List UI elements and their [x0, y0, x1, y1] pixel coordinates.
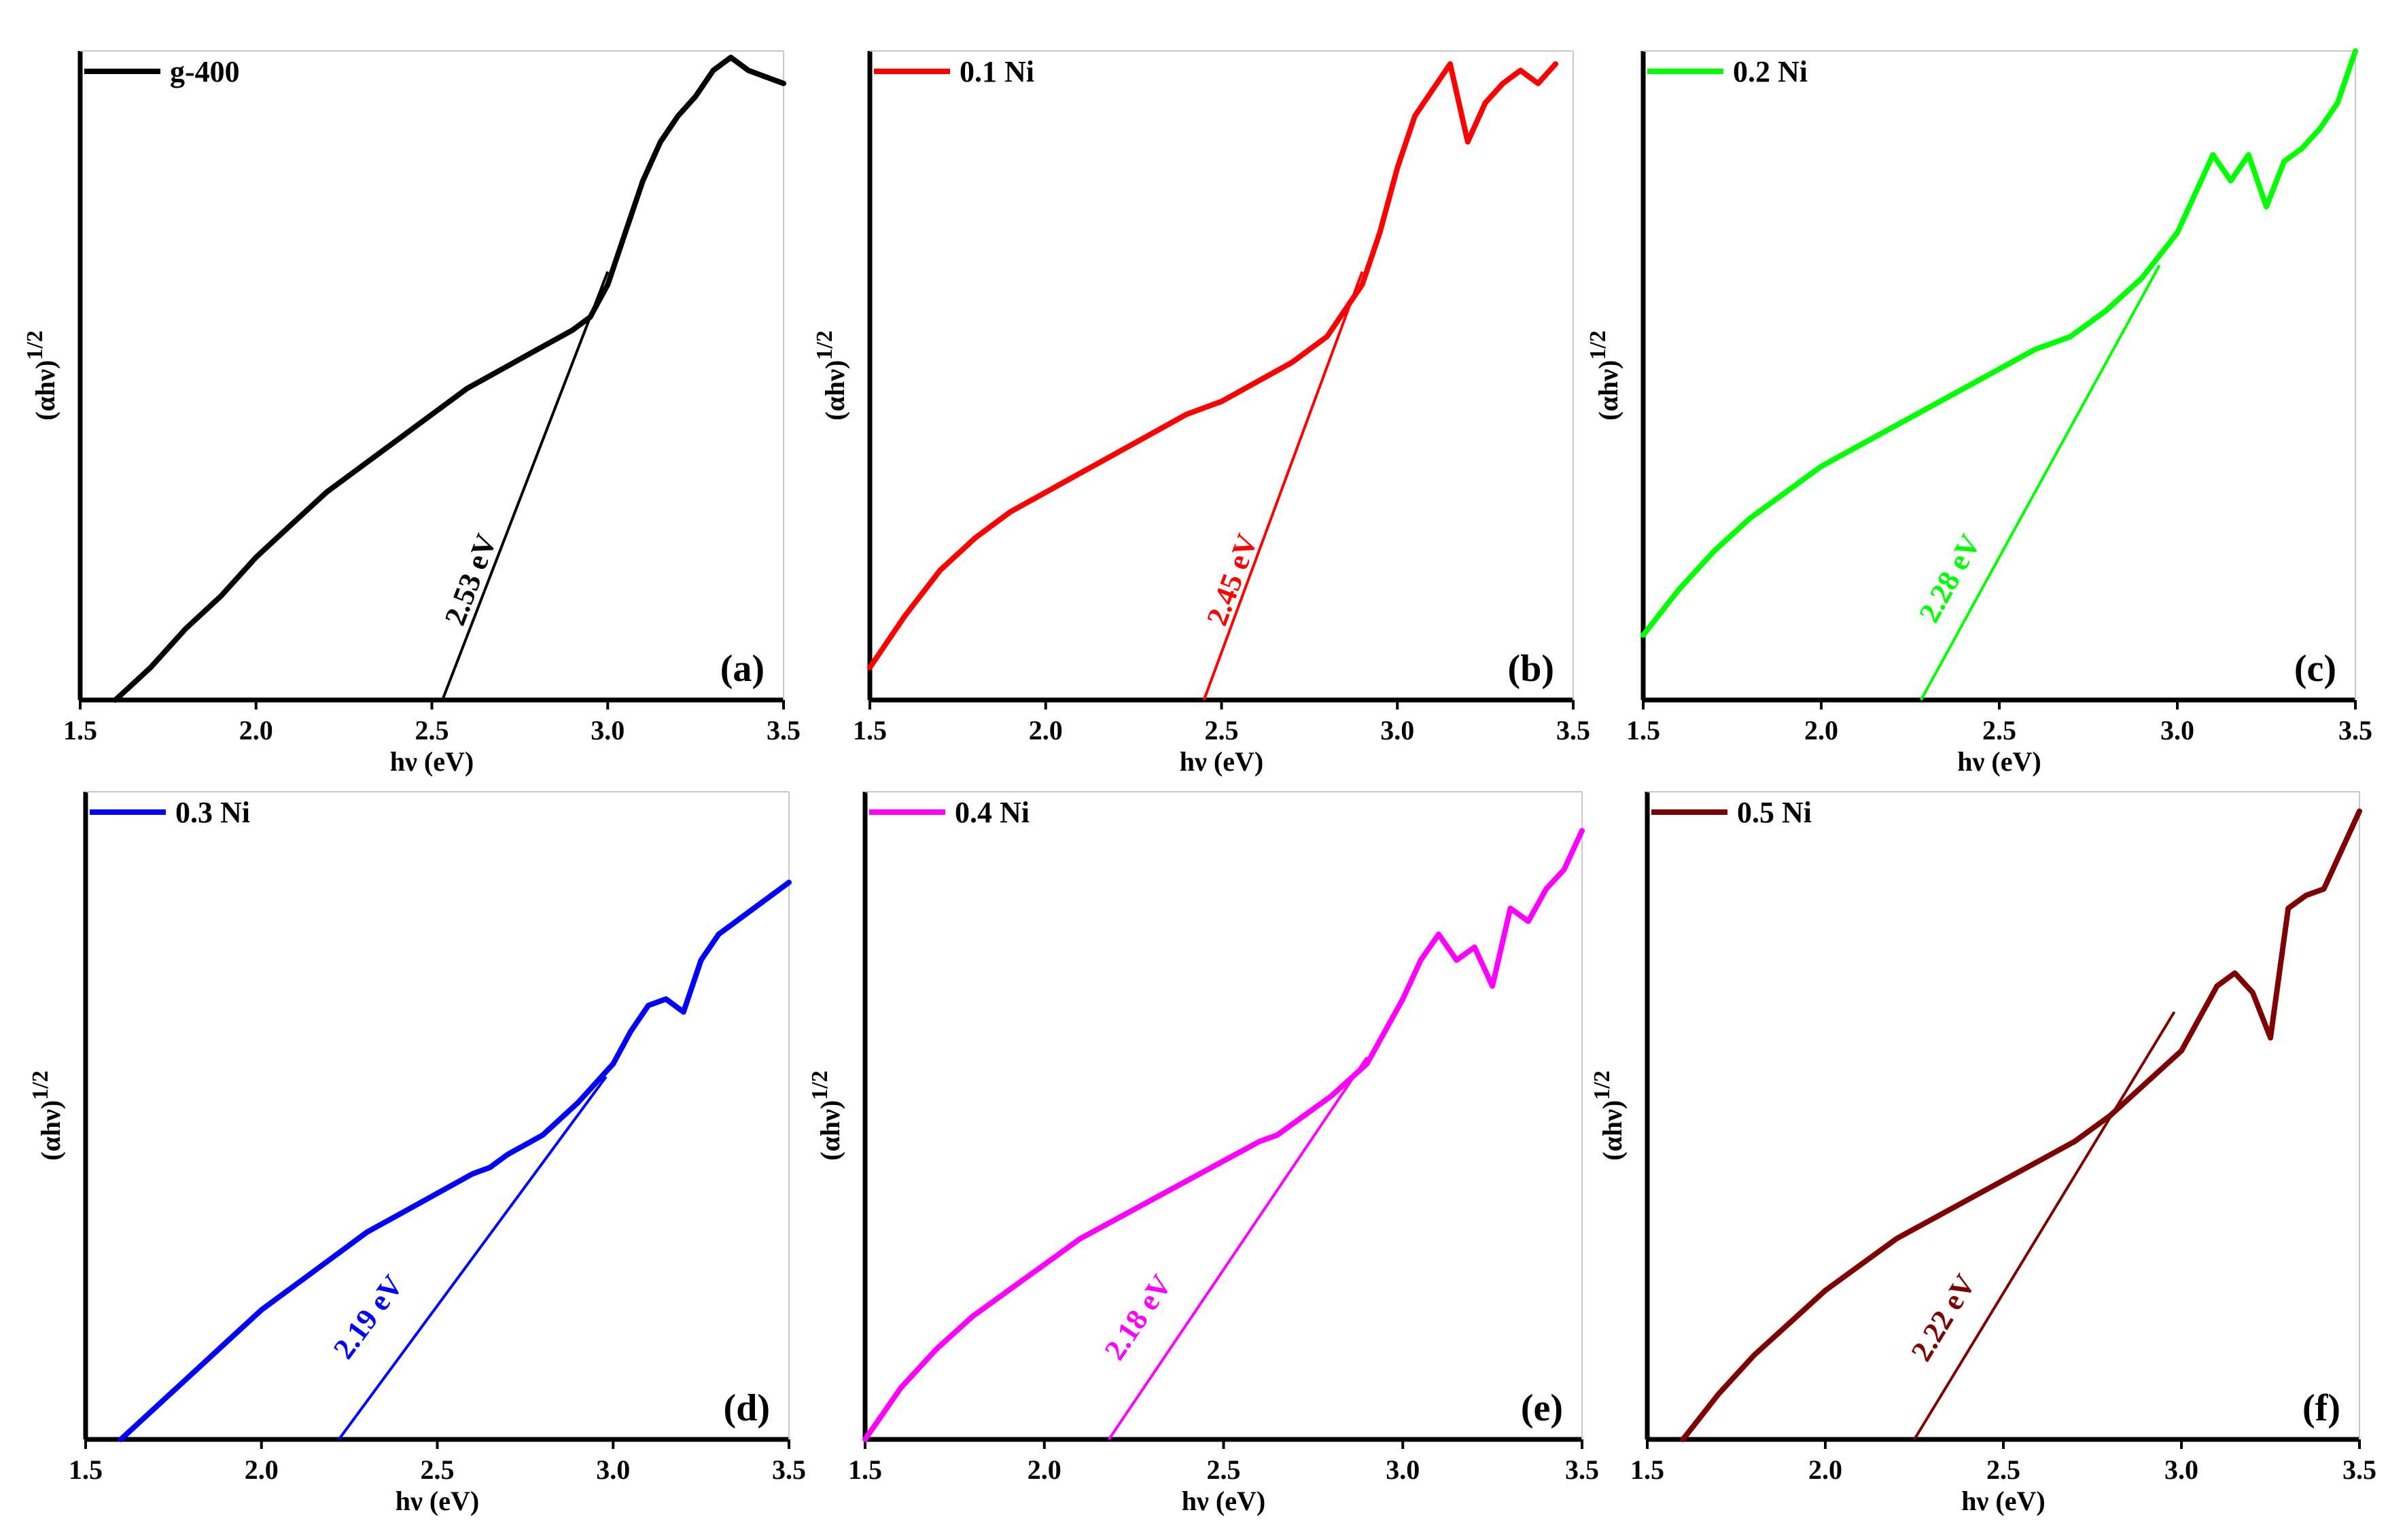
- band-gap-label: 2.19 eV: [327, 1269, 410, 1365]
- x-axis-label: hν (eV): [1182, 1486, 1265, 1516]
- tangent-line: [1913, 1011, 2176, 1441]
- band-gap-label: 2.22 eV: [1904, 1268, 1982, 1367]
- legend-label: 0.4 Ni: [955, 796, 1030, 829]
- data-series-line: [1680, 808, 2362, 1442]
- tangent-line: [1108, 1056, 1369, 1441]
- y-axis-label: (αhν)1/2: [1590, 1070, 1628, 1161]
- x-tick-label: 3.5: [772, 1454, 806, 1485]
- x-tick-label: 3.0: [2164, 1454, 2198, 1485]
- x-tick-label: 1.5: [69, 1454, 103, 1485]
- data-series-line: [118, 879, 792, 1442]
- y-axis-label-base: (αhν): [1597, 1100, 1628, 1161]
- y-axis-label-superscript: 1/2: [1585, 330, 1611, 360]
- x-tick-label: 3.0: [1386, 1454, 1420, 1485]
- x-tick-label: 2.0: [1804, 715, 1838, 746]
- tangent-line: [1919, 264, 2161, 701]
- panel-label: (d): [724, 1387, 770, 1429]
- data-series-line: [1640, 48, 2358, 638]
- y-axis-label: (αhν)1/2: [807, 1070, 845, 1161]
- y-axis-label: (αhν)1/2: [812, 330, 850, 421]
- y-axis-label-base: (αhν): [35, 1100, 66, 1161]
- x-tick-label: 2.0: [1028, 1454, 1061, 1485]
- data-series-line: [112, 54, 786, 703]
- legend-label: 0.1 Ni: [960, 55, 1034, 88]
- band-gap-label: 2.18 eV: [1098, 1269, 1178, 1366]
- y-axis-label: (αhν)1/2: [22, 330, 60, 421]
- x-axis-label: hν (eV): [396, 1486, 479, 1516]
- y-axis-label: (αhν)1/2: [1585, 330, 1623, 421]
- data-series-line: [862, 828, 1585, 1442]
- panel-label: (e): [1521, 1387, 1563, 1429]
- y-axis-label-superscript: 1/2: [812, 330, 837, 360]
- x-tick-label: 2.5: [1986, 1454, 2020, 1485]
- x-tick-label: 3.0: [591, 715, 625, 746]
- y-axis-label-superscript: 1/2: [22, 330, 48, 360]
- x-tick-label: 1.5: [848, 1454, 882, 1485]
- panel-b: 1.5 2.0 2.5 3.0 3.5 hν (eV) (αhν)1/2 2.45 eV 0.1…: [812, 50, 1590, 777]
- panel-d: 1.5 2.0 2.5 3.0 3.5 hν (eV) (αhν)1/2 2.19 eV 0.3…: [28, 791, 806, 1516]
- x-tick-label: 1.5: [1626, 715, 1660, 746]
- data-series-line: [867, 61, 1559, 671]
- x-tick-label: 2.0: [245, 1454, 279, 1485]
- y-axis-label-base: (αhν): [820, 360, 850, 421]
- legend-label: g-400: [170, 55, 240, 88]
- panel-c: 1.5 2.0 2.5 3.0 3.5 hν (eV) (αhν)1/2 2.28 eV 0.2…: [1585, 48, 2372, 777]
- y-axis-label-superscript: 1/2: [807, 1070, 832, 1100]
- x-tick-label: 2.5: [1207, 1454, 1241, 1485]
- x-tick-label: 2.5: [421, 1454, 455, 1485]
- x-tick-label: 3.0: [1380, 715, 1414, 746]
- x-tick-label: 2.0: [239, 715, 273, 746]
- x-tick-label: 3.5: [1565, 1454, 1599, 1485]
- band-gap-label: 2.28 eV: [1912, 529, 1987, 628]
- x-axis-label: hν (eV): [1957, 746, 2041, 777]
- panel-label: (b): [1508, 648, 1554, 690]
- y-axis-label-base: (αhν): [815, 1100, 845, 1161]
- y-axis-label-superscript: 1/2: [1590, 1070, 1615, 1100]
- y-axis-label-base: (αhν): [30, 360, 60, 421]
- legend-label: 0.3 Ni: [175, 796, 250, 829]
- panel-label: (c): [2294, 648, 2336, 690]
- x-axis-label: hν (eV): [1180, 746, 1263, 777]
- x-tick-label: 1.5: [63, 715, 97, 746]
- tangent-line: [1202, 271, 1364, 701]
- tangent-line: [441, 270, 610, 701]
- x-tick-label: 1.5: [853, 715, 887, 746]
- panel-a: 1.5 2.0 2.5 3.0 3.5 hν (eV) (αhν)1/2 2.53 eV g-4…: [22, 50, 801, 777]
- x-tick-label: 3.5: [2338, 715, 2372, 746]
- x-tick-label: 2.0: [1808, 1454, 1842, 1485]
- y-axis-label: (αhν)1/2: [28, 1070, 66, 1161]
- y-axis-label-base: (αhν): [1593, 360, 1623, 421]
- panel-label: (f): [2302, 1387, 2340, 1429]
- x-tick-label: 3.5: [1556, 715, 1590, 746]
- x-tick-label: 1.5: [1630, 1454, 1664, 1485]
- tangent-line: [337, 1076, 608, 1441]
- x-tick-label: 2.5: [1982, 715, 2016, 746]
- x-tick-label: 2.5: [1205, 715, 1239, 746]
- panel-label: (a): [720, 648, 765, 690]
- y-axis-label-superscript: 1/2: [28, 1070, 53, 1100]
- legend-label: 0.5 Ni: [1737, 796, 1812, 829]
- x-tick-label: 3.5: [767, 715, 801, 746]
- x-tick-label: 3.0: [596, 1454, 630, 1485]
- x-tick-label: 3.0: [2160, 715, 2194, 746]
- x-tick-label: 2.0: [1029, 715, 1063, 746]
- x-tick-label: 3.5: [2342, 1454, 2376, 1485]
- panel-f: 1.5 2.0 2.5 3.0 3.5 hν (eV) (αhν)1/2 2.22 eV 0.5…: [1590, 791, 2376, 1516]
- x-axis-label: hν (eV): [390, 746, 474, 777]
- panel-e: 1.5 2.0 2.5 3.0 3.5 hν (eV) (αhν)1/2 2.18 eV 0.4…: [807, 791, 1599, 1516]
- legend-label: 0.2 Ni: [1733, 55, 1808, 88]
- band-gap-label: 2.53 eV: [438, 529, 504, 630]
- band-gap-label: 2.45 eV: [1200, 529, 1264, 630]
- x-tick-label: 2.5: [415, 715, 449, 746]
- x-axis-label: hν (eV): [1961, 1486, 2045, 1516]
